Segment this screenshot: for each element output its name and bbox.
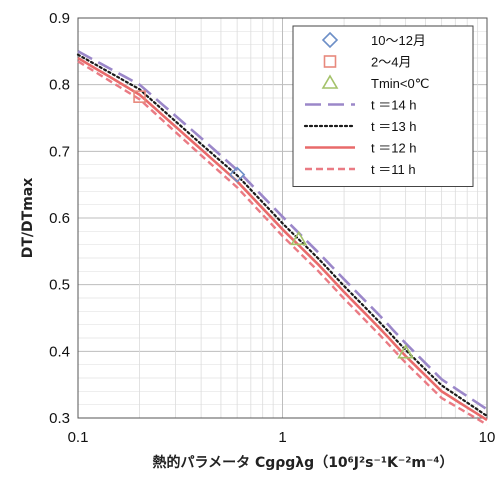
x-tick-label: 1 [278, 429, 286, 446]
x-axis: 0.1 1 10 [68, 429, 496, 446]
x-tick-label: 10 [479, 429, 496, 446]
y-tick-label: 0.6 [49, 210, 70, 227]
legend-entry: 2〜4月 [323, 55, 411, 70]
y-tick-label: 0.3 [49, 410, 70, 427]
data-point-triangle [290, 230, 308, 246]
legend-label: Tmin<0℃ [371, 76, 429, 91]
legend-marker-square [323, 55, 337, 68]
x-tick-label: 0.1 [68, 429, 89, 446]
legend-label: t ＝14 h [371, 98, 417, 113]
y-tick-label: 0.7 [49, 143, 70, 160]
series-line-0 [77, 50, 488, 411]
legend-label: t ＝12 h [371, 141, 417, 156]
series-line-2 [77, 56, 488, 422]
series-line-1 [76, 53, 489, 418]
legend-label: t ＝11 h [371, 162, 416, 177]
y-tick-label: 0.9 [49, 10, 70, 27]
legend: 10〜12月 2〜4月 Tmin<0℃ t ＝14 h t ＝13 h t ＝12 h t … [292, 25, 474, 187]
series-layer [76, 50, 489, 426]
legend-box [292, 25, 474, 187]
y-axis: 0.3 0.4 0.5 0.6 0.7 0.8 0.9 [49, 10, 70, 427]
legend-entry: 10〜12月 [321, 31, 426, 49]
legend-entry: t ＝12 h [305, 141, 417, 156]
y-tick-label: 0.5 [49, 277, 70, 294]
legend-entry: Tmin<0℃ [321, 74, 429, 91]
legend-entry: t ＝11 h [305, 162, 416, 177]
legend-label: 10〜12月 [371, 33, 426, 48]
legend-label: t ＝13 h [371, 119, 417, 134]
y-tick-label: 0.8 [49, 77, 70, 94]
data-point-triangle [397, 344, 415, 359]
data-point-square [133, 90, 146, 103]
legend-marker-diamond [321, 31, 339, 49]
marker-layer [133, 90, 415, 359]
legend-marker-triangle [321, 74, 339, 89]
legend-label: 2〜4月 [371, 55, 411, 70]
legend-entry: t ＝13 h [303, 119, 417, 134]
y-axis-title: DT/DTmax [20, 178, 36, 259]
series-line-3 [77, 60, 488, 426]
y-tick-label: 0.4 [49, 343, 70, 360]
legend-entry: t ＝14 h [305, 98, 417, 113]
x-axis-title: 熱的パラメータ Cgρgλg（10⁶J²s⁻¹K⁻²m⁻⁴） [153, 454, 454, 471]
plot-area [77, 17, 488, 419]
data-point-diamond [229, 166, 246, 183]
